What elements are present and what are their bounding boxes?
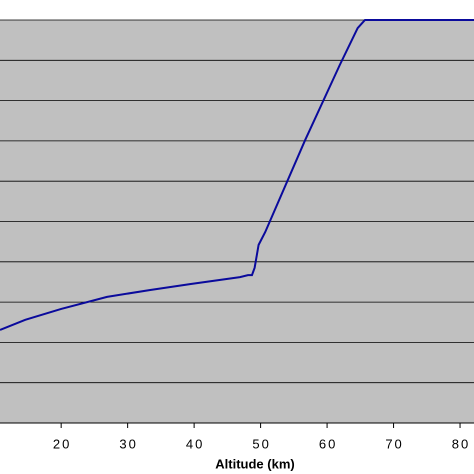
x-tick-label: 70: [385, 436, 403, 451]
x-axis-label: Altitude (km): [215, 456, 294, 471]
x-tick-label: 60: [319, 436, 337, 451]
x-tick-label: 50: [252, 436, 270, 451]
x-tick-label: 30: [119, 436, 137, 451]
x-tick-label: 80: [452, 436, 470, 451]
x-tick-label: 40: [186, 436, 204, 451]
x-tick-label: 20: [53, 436, 71, 451]
data-line: [0, 19, 474, 331]
